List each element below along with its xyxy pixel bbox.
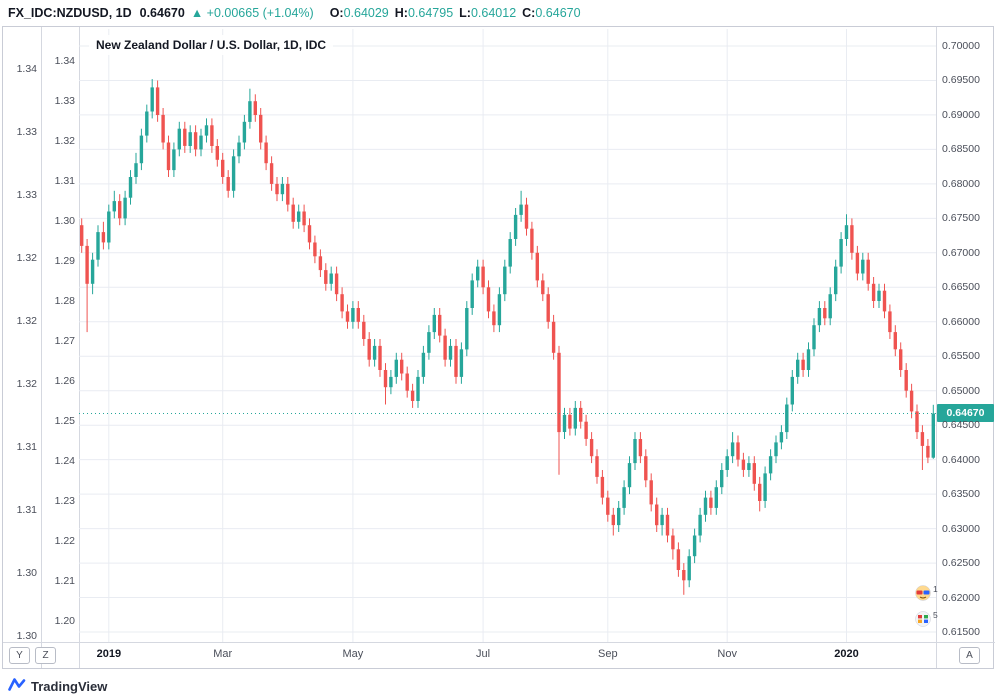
right-axis-label: 0.67500 [942, 212, 980, 225]
time-axis-label: 2020 [834, 648, 859, 660]
right-axis-label: 0.63500 [942, 488, 980, 501]
right-axis-label: 0.66000 [942, 315, 980, 328]
chart-area: New Zealand Dollar / U.S. Dollar, 1D, ID… [2, 26, 995, 669]
left-outer-axis-label: 1.31 [16, 504, 37, 516]
close-value: 0.64670 [535, 6, 581, 20]
reaction-glasses-icon[interactable] [915, 585, 931, 601]
right-axis-label: 0.65500 [942, 350, 980, 363]
left-inner-axis-label: 1.28 [54, 295, 75, 307]
right-axis-label: 0.65000 [942, 384, 980, 397]
tradingview-brand-text[interactable]: TradingView [31, 679, 108, 694]
reaction-count: 1 [933, 584, 938, 594]
grid [79, 29, 936, 642]
open-value: 0.64029 [343, 6, 389, 20]
left-inner-axis-label: 1.31 [54, 175, 75, 187]
left-inner-axis-label: 1.24 [54, 455, 75, 467]
left-inner-axis-label: 1.26 [54, 375, 75, 387]
last-price: 0.64670 [139, 6, 185, 20]
close-label: C: [522, 6, 536, 20]
time-axis-label: May [342, 648, 364, 660]
left-inner-axis-label: 1.33 [54, 95, 75, 107]
left-inner-axis-label: 1.29 [54, 255, 75, 267]
low-label: L: [459, 6, 471, 20]
left-outer-axis-label: 1.32 [16, 315, 37, 327]
time-axis-label: Sep [598, 648, 618, 660]
right-axis-label: 0.70000 [942, 40, 980, 52]
right-axis-label: 0.66500 [942, 281, 980, 294]
left-inner-axis-label: 1.21 [54, 575, 75, 587]
left-inner-axis-label: 1.34 [54, 55, 75, 67]
price-chart-canvas[interactable] [79, 29, 936, 642]
time-axis-label: Jul [476, 648, 491, 660]
left-inner-axis-label: 1.23 [54, 495, 75, 507]
scale-separator [936, 27, 937, 668]
reaction-keyboard-icon[interactable] [915, 611, 931, 627]
high-value: 0.64795 [407, 6, 454, 20]
right-axis-label: 0.61500 [942, 626, 980, 638]
left-outer-axis-label: 1.33 [16, 126, 37, 138]
left-inner-axis-label: 1.27 [54, 335, 75, 347]
scale-y-button[interactable]: Y [9, 647, 30, 664]
left-inner-axis-label: 1.30 [54, 215, 75, 227]
right-axis-label: 0.68500 [942, 143, 980, 156]
right-axis-label: 0.63000 [942, 522, 980, 535]
time-axis-separator [3, 642, 995, 643]
right-axis-label: 0.64000 [942, 453, 980, 466]
left-inner-axis-label: 1.20 [54, 615, 75, 627]
symbol-name[interactable]: FX_IDC:NZDUSD, 1D [8, 6, 132, 20]
chart-legend-title[interactable]: New Zealand Dollar / U.S. Dollar, 1D, ID… [89, 35, 334, 55]
open-label: O: [329, 6, 344, 20]
time-axis-label: Nov [717, 648, 737, 660]
right-axis-label: 0.69000 [942, 108, 980, 121]
symbol-info-bar: FX_IDC:NZDUSD, 1D 0.64670 ▲ +0.00665 (+1… [0, 0, 997, 26]
right-axis-label: 0.69500 [942, 74, 980, 87]
left-outer-axis-label: 1.30 [16, 630, 37, 642]
right-axis-label: 0.62000 [942, 591, 980, 604]
candles-series [80, 79, 935, 595]
right-axis-label: 0.64500 [942, 419, 980, 432]
right-axis-label: 0.68000 [942, 177, 980, 190]
high-label: H: [394, 6, 408, 20]
time-axis-label: Mar [213, 648, 233, 660]
reaction-count: 5 [933, 610, 938, 620]
left-outer-axis-label: 1.33 [16, 189, 37, 201]
scale-z-button[interactable]: Z [35, 647, 56, 664]
scale-separator [79, 27, 80, 668]
left-outer-axis-label: 1.31 [16, 441, 37, 453]
last-price-tag: 0.64670 [937, 404, 994, 423]
tradingview-logo-icon[interactable] [8, 676, 26, 697]
footer: TradingView [8, 676, 107, 697]
left-inner-axis-label: 1.25 [54, 415, 75, 427]
right-axis-label: 0.67000 [942, 246, 980, 259]
time-axis-label: 2019 [96, 648, 122, 660]
left-outer-axis-label: 1.30 [16, 567, 37, 579]
left-inner-axis-label: 1.22 [54, 535, 75, 547]
scale-separator [41, 27, 42, 668]
low-value: 0.64012 [470, 6, 517, 20]
left-outer-axis-label: 1.32 [16, 252, 37, 264]
left-outer-axis-label: 1.32 [16, 378, 37, 390]
scale-a-button[interactable]: A [959, 647, 980, 664]
right-axis-label: 0.62500 [942, 557, 980, 570]
left-outer-axis-label: 1.34 [16, 63, 37, 75]
left-inner-axis-label: 1.32 [54, 135, 75, 147]
price-change: ▲ +0.00665 (+1.04%) [190, 6, 314, 20]
